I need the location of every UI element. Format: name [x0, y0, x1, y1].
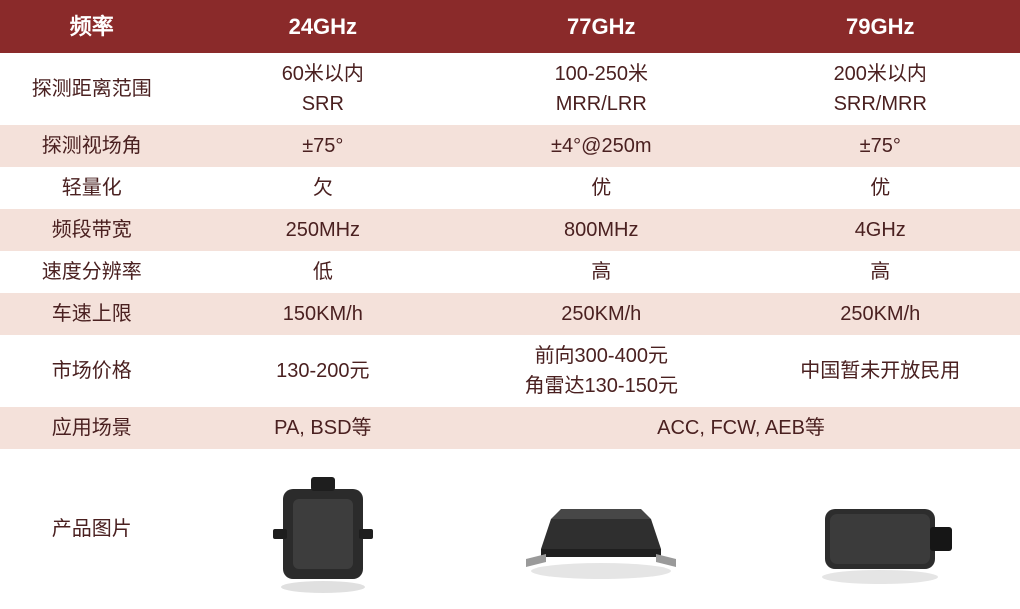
cell-price-0: 130-200元: [184, 335, 462, 407]
cell-text: 高: [591, 261, 611, 283]
cell-text: ±75°: [302, 135, 343, 157]
cell-text: SRR/MRR: [834, 93, 927, 115]
cell-lightweight-0: 欠: [184, 167, 462, 209]
cell-text: 优: [591, 177, 611, 199]
row-label-lightweight: 轻量化: [0, 167, 184, 209]
cell-speed_limit-1: 250KM/h: [462, 293, 740, 335]
cell-image-0: [184, 449, 462, 609]
table-row-speed_limit: 车速上限 150KM/h 250KM/h 250KM/h: [0, 293, 1020, 335]
row-label-range: 探测距离范围: [0, 53, 184, 125]
row-label-fov: 探测视场角: [0, 125, 184, 167]
cell-image-2: [741, 449, 1020, 609]
table-row-lightweight: 轻量化 欠 优 优: [0, 167, 1020, 209]
cell-text: 800MHz: [564, 219, 638, 241]
cell-text: 150KM/h: [283, 303, 363, 325]
cell-text: 130-200元: [276, 360, 369, 382]
cell-text: ±75°: [860, 135, 901, 157]
header-col-77ghz: 77GHz: [462, 0, 740, 53]
cell-range-1: 100-250米 MRR/LRR: [462, 53, 740, 125]
table-row-image: 产品图片: [0, 449, 1020, 609]
cell-text: 优: [870, 177, 890, 199]
row-label-vel_res: 速度分辨率: [0, 251, 184, 293]
cell-text: 100-250米: [555, 63, 648, 85]
cell-fov-2: ±75°: [741, 125, 1020, 167]
cell-speed_limit-0: 150KM/h: [184, 293, 462, 335]
cell-text: 200米以内: [834, 63, 927, 85]
cell-text: ±4°@250m: [551, 135, 651, 157]
cell-text: 高: [870, 261, 890, 283]
header-col-79ghz: 79GHz: [741, 0, 1020, 53]
cell-vel_res-1: 高: [462, 251, 740, 293]
cell-text: 250MHz: [286, 219, 360, 241]
cell-text: 250KM/h: [840, 303, 920, 325]
row-label-bandwidth: 频段带宽: [0, 209, 184, 251]
cell-text: 250KM/h: [561, 303, 641, 325]
radar-comparison-table: 频率 24GHz 77GHz 79GHz 探测距离范围 60米以内 SRR 100-2…: [0, 0, 1020, 609]
cell-usecase-1: ACC, FCW, AEB等: [462, 407, 1020, 449]
cell-text: 中国暂未开放民用: [800, 360, 960, 382]
table-row-fov: 探测视场角 ±75° ±4°@250m ±75°: [0, 125, 1020, 167]
cell-lightweight-1: 优: [462, 167, 740, 209]
cell-range-2: 200米以内 SRR/MRR: [741, 53, 1020, 125]
cell-text: 4GHz: [855, 219, 906, 241]
cell-vel_res-2: 高: [741, 251, 1020, 293]
cell-text: SRR: [302, 93, 344, 115]
cell-fov-1: ±4°@250m: [462, 125, 740, 167]
row-label-usecase: 应用场景: [0, 407, 184, 449]
cell-usecase-0: PA, BSD等: [184, 407, 462, 449]
cell-text: 前向300-400元: [535, 345, 668, 367]
row-label-image: 产品图片: [0, 449, 184, 609]
cell-text: MRR/LRR: [556, 93, 647, 115]
cell-speed_limit-2: 250KM/h: [741, 293, 1020, 335]
table-row-bandwidth: 频段带宽 250MHz 800MHz 4GHz: [0, 209, 1020, 251]
radar-77-icon: [501, 459, 701, 599]
cell-text: 低: [313, 261, 333, 283]
cell-text: 角雷达130-150元: [525, 375, 678, 397]
row-label-speed_limit: 车速上限: [0, 293, 184, 335]
cell-range-0: 60米以内 SRR: [184, 53, 462, 125]
cell-price-2: 中国暂未开放民用: [741, 335, 1020, 407]
row-label-price: 市场价格: [0, 335, 184, 407]
cell-bandwidth-0: 250MHz: [184, 209, 462, 251]
cell-text: 欠: [313, 177, 333, 199]
cell-bandwidth-1: 800MHz: [462, 209, 740, 251]
radar-24-icon: [223, 459, 423, 599]
table-row-usecase: 应用场景 PA, BSD等 ACC, FCW, AEB等: [0, 407, 1020, 449]
radar-79-icon: [780, 459, 980, 599]
cell-text: 60米以内: [282, 63, 364, 85]
table-body: 探测距离范围 60米以内 SRR 100-250米 MRR/LRR 200米以内 SRR/M…: [0, 53, 1020, 609]
cell-price-1: 前向300-400元角雷达130-150元: [462, 335, 740, 407]
cell-fov-0: ±75°: [184, 125, 462, 167]
table-row-price: 市场价格 130-200元 前向300-400元角雷达130-150元 中国暂未开放民…: [0, 335, 1020, 407]
cell-image-1: [462, 449, 740, 609]
header-col-24ghz: 24GHz: [184, 0, 462, 53]
cell-bandwidth-2: 4GHz: [741, 209, 1020, 251]
cell-lightweight-2: 优: [741, 167, 1020, 209]
table-row-vel_res: 速度分辨率 低 高 高: [0, 251, 1020, 293]
table-row-range: 探测距离范围 60米以内 SRR 100-250米 MRR/LRR 200米以内 SRR/M…: [0, 53, 1020, 125]
header-label: 频率: [0, 0, 184, 53]
table-header-row: 频率 24GHz 77GHz 79GHz: [0, 0, 1020, 53]
cell-text: ACC, FCW, AEB等: [657, 417, 825, 439]
cell-text: PA, BSD等: [274, 417, 371, 439]
cell-vel_res-0: 低: [184, 251, 462, 293]
